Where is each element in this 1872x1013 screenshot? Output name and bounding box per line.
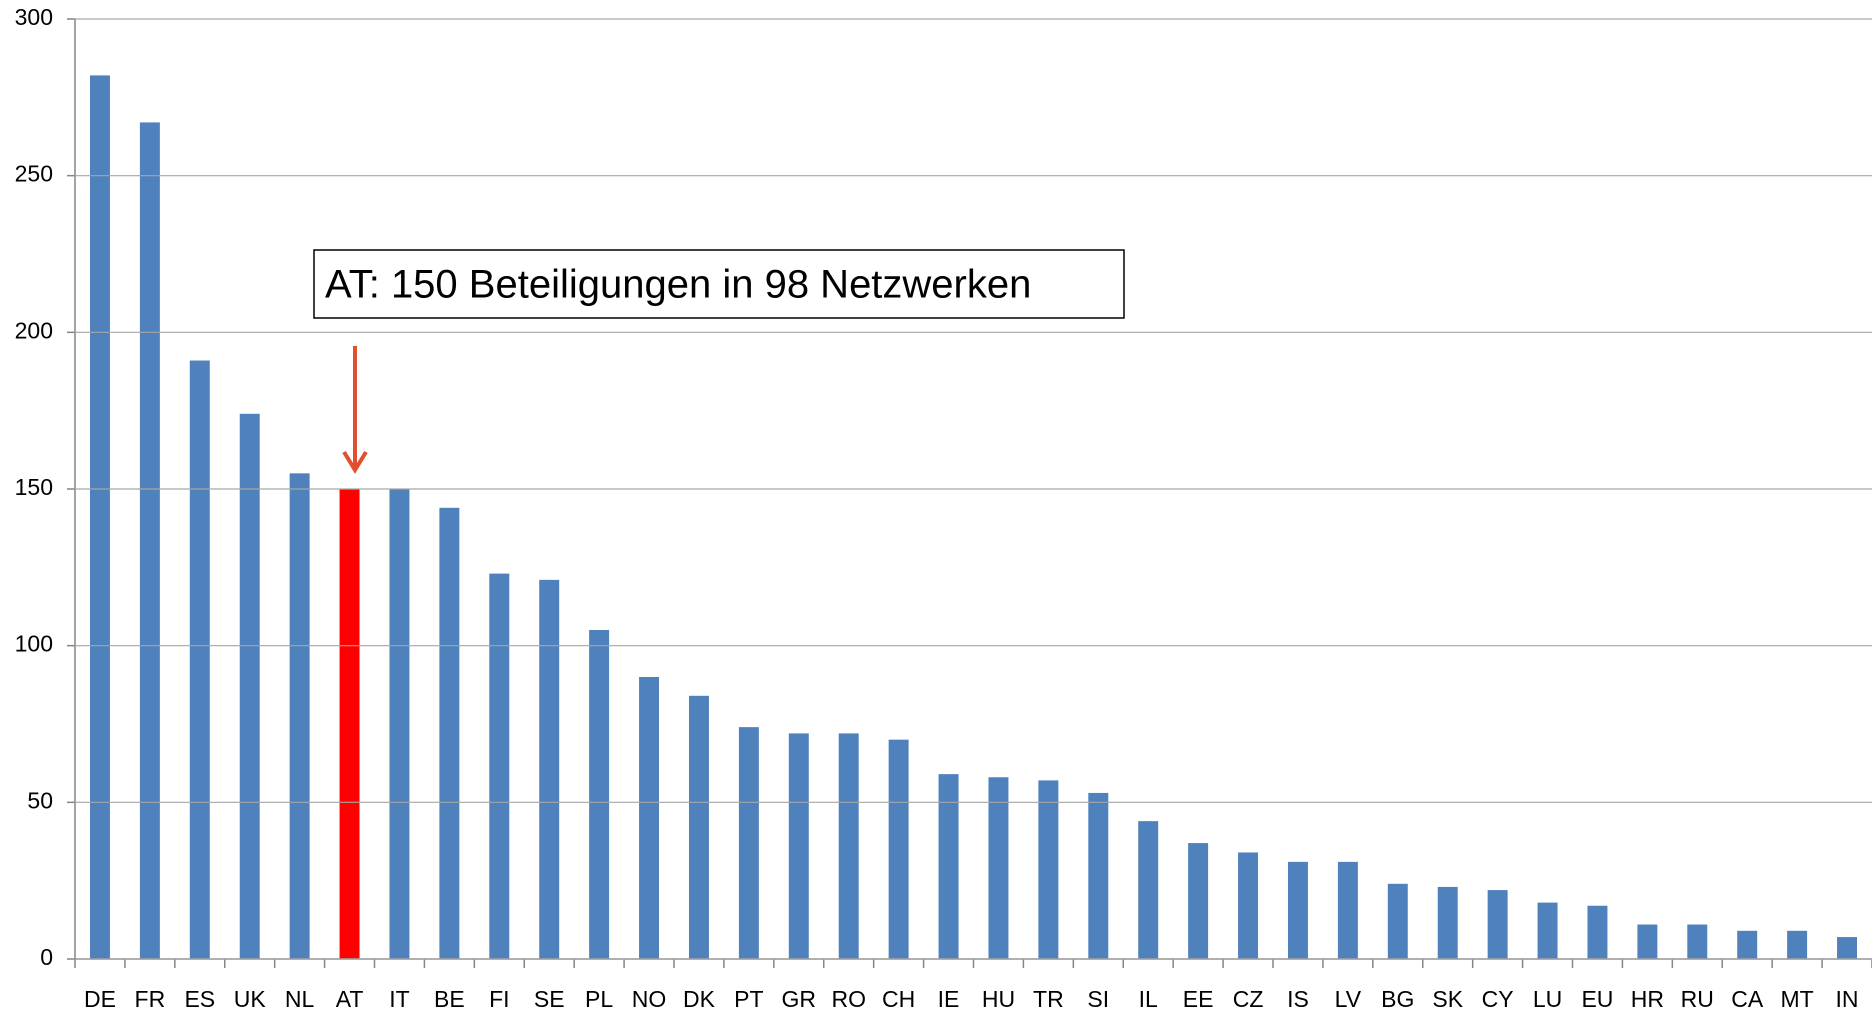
y-tick-label: 300 [15, 4, 53, 30]
x-tick-label: AT [336, 986, 364, 1012]
bar [1387, 883, 1408, 959]
bar [339, 489, 360, 959]
x-tick-label: RU [1681, 986, 1714, 1012]
bar [738, 727, 759, 959]
y-tick-label: 150 [15, 474, 53, 500]
x-tick-label: SK [1432, 986, 1463, 1012]
x-tick-label: LV [1335, 986, 1362, 1012]
annotation-box [313, 249, 1125, 319]
bar [1088, 792, 1109, 959]
x-tick-label: FR [135, 986, 166, 1012]
x-tick-label: LU [1533, 986, 1562, 1012]
x-tick-label: TR [1033, 986, 1064, 1012]
bar [1188, 843, 1209, 959]
bar [639, 677, 660, 959]
x-tick-label: CY [1482, 986, 1514, 1012]
bar [89, 75, 110, 959]
x-tick-label: IN [1836, 986, 1859, 1012]
x-tick-label: CZ [1233, 986, 1264, 1012]
x-tick-label: UK [234, 986, 267, 1012]
bar [688, 695, 709, 959]
bar [1337, 861, 1358, 959]
y-tick-label: 250 [15, 161, 53, 187]
bar [539, 579, 560, 959]
bar [239, 413, 260, 959]
x-tick-label: PT [734, 986, 763, 1012]
bar [389, 489, 410, 959]
x-tick-label: CH [882, 986, 915, 1012]
bar [1687, 924, 1708, 959]
x-tick-label: HR [1631, 986, 1664, 1012]
x-tick-label: IS [1287, 986, 1309, 1012]
bar [139, 122, 160, 959]
bar [589, 630, 610, 959]
bar [888, 739, 909, 959]
x-tick-label: HU [982, 986, 1015, 1012]
x-tick-label: SI [1087, 986, 1109, 1012]
x-tick-label: BG [1381, 986, 1414, 1012]
x-tick-label: IT [389, 986, 409, 1012]
bar [1537, 902, 1558, 959]
arrow-head [342, 450, 368, 474]
x-tick-label: IL [1139, 986, 1158, 1012]
x-tick-label: IE [938, 986, 960, 1012]
annotation: AT: 150 Beteiligungen in 98 Netzwerken [325, 263, 1031, 307]
bar [938, 774, 959, 959]
bar [1038, 780, 1059, 959]
y-tick-label: 0 [40, 944, 53, 970]
bar [1787, 930, 1808, 959]
bar [1437, 886, 1458, 959]
bar [838, 733, 859, 959]
bar [1487, 890, 1508, 959]
y-tick-label: 200 [15, 317, 53, 343]
y-tick-label: 100 [15, 631, 53, 657]
bar [1138, 821, 1159, 959]
x-tick-label: ES [184, 986, 215, 1012]
x-tick-label: RO [831, 986, 866, 1012]
x-tick-label: PL [585, 986, 613, 1012]
x-tick-label: MT [1781, 986, 1814, 1012]
x-tick-label: GR [782, 986, 817, 1012]
x-tick-label: CA [1731, 986, 1764, 1012]
x-tick-label: EU [1581, 986, 1613, 1012]
x-tick-label: DE [84, 986, 116, 1012]
bar [1587, 905, 1608, 959]
bar [788, 733, 809, 959]
bar [1238, 852, 1259, 959]
x-tick-label: BE [434, 986, 465, 1012]
x-tick-label: SE [534, 986, 565, 1012]
bar [1637, 924, 1658, 959]
y-tick-label: 50 [27, 787, 53, 813]
x-tick-label: DK [683, 986, 716, 1012]
bar [1837, 937, 1858, 959]
x-tick-label: NL [285, 986, 315, 1012]
bar [189, 360, 210, 959]
bar [289, 473, 310, 959]
bar [988, 777, 1009, 959]
bar [1737, 930, 1758, 959]
x-tick-label: NO [632, 986, 667, 1012]
x-tick-label: FI [489, 986, 509, 1012]
x-tick-label: EE [1183, 986, 1214, 1012]
bar [1287, 861, 1308, 959]
bar [439, 507, 460, 959]
bar [489, 573, 510, 959]
